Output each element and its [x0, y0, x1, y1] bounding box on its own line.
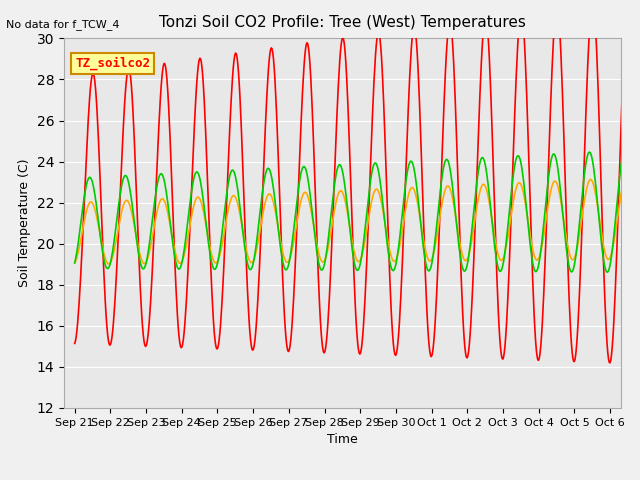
Text: No data for f_TCW_4: No data for f_TCW_4: [6, 19, 120, 30]
Text: TZ_soilco2: TZ_soilco2: [75, 57, 150, 70]
Title: Tonzi Soil CO2 Profile: Tree (West) Temperatures: Tonzi Soil CO2 Profile: Tree (West) Temp…: [159, 15, 526, 30]
Y-axis label: Soil Temperature (C): Soil Temperature (C): [18, 159, 31, 288]
X-axis label: Time: Time: [327, 433, 358, 446]
